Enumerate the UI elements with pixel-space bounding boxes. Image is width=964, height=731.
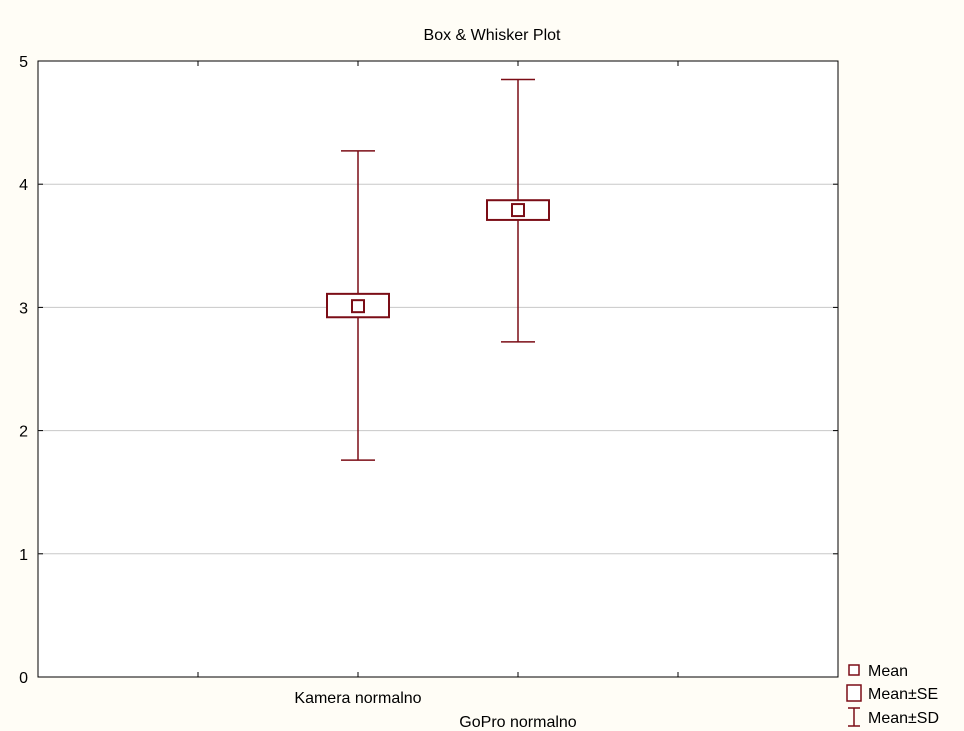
y-tick-label: 5 [19, 54, 28, 71]
legend: Mean Mean±SE Mean±SD [846, 663, 939, 727]
legend-item-0: Mean [848, 663, 908, 680]
legend-label: Mean±SE [868, 686, 938, 703]
legend-box-icon [846, 684, 862, 702]
x-category-label: Kamera normalno [294, 690, 421, 707]
legend-label: Mean±SD [868, 710, 939, 727]
chart-title: Box & Whisker Plot [424, 27, 561, 44]
y-tick-label: 3 [19, 300, 28, 317]
plot-area [37, 60, 839, 678]
y-tick-label: 2 [19, 424, 28, 441]
y-axis: 0 1 2 3 4 5 [19, 54, 838, 687]
legend-item-2: Mean±SD [848, 707, 939, 727]
plot-marks [326, 78, 550, 461]
legend-item-1: Mean±SE [846, 684, 938, 703]
y-tick-label: 4 [19, 177, 28, 194]
x-axis: Kamera normalno GoPro normalno [197, 61, 679, 731]
legend-mean-icon [848, 664, 860, 676]
mean-marker [511, 203, 525, 218]
legend-label: Mean [868, 663, 908, 680]
y-tick-label: 0 [19, 670, 28, 687]
mean-marker [351, 299, 365, 314]
y-tick-label: 1 [19, 547, 28, 564]
box-whisker-1 [486, 78, 550, 343]
x-category-label: GoPro normalno [459, 714, 576, 731]
grid [38, 183, 838, 555]
box-whisker-0 [326, 150, 390, 461]
